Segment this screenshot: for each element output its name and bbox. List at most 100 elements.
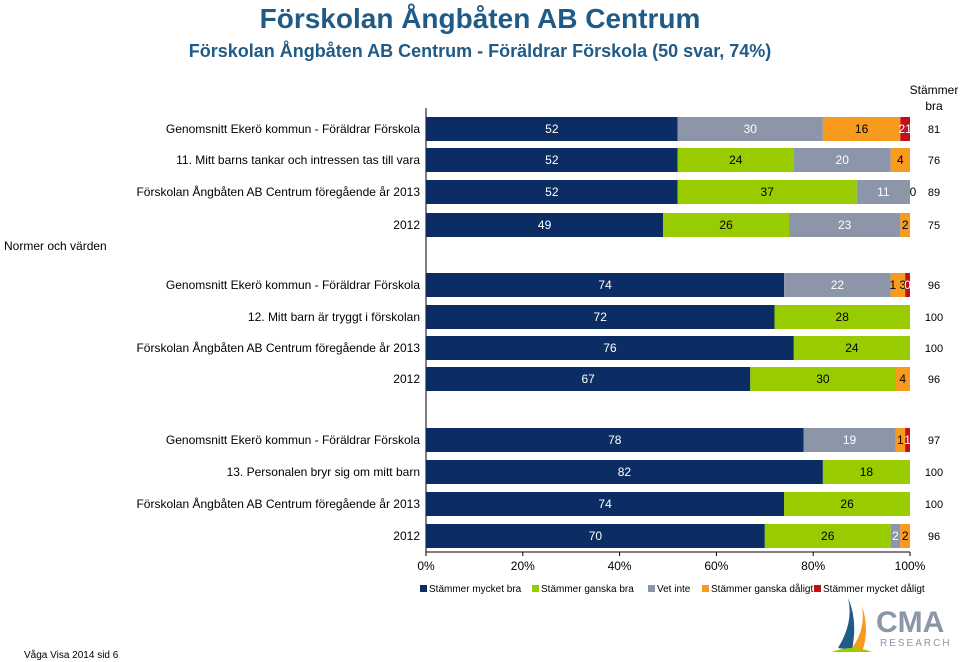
bar-segment-st-mmer-ganska-d-ligt (822, 117, 901, 141)
segment-label: 23 (838, 218, 852, 232)
row-label: 13. Personalen bryr sig om mitt barn (227, 465, 420, 479)
summary-value: 100 (925, 312, 943, 324)
bar-segment-vet-inte (803, 428, 896, 452)
segment-label: 1 (897, 433, 904, 447)
segment-label: 52 (545, 153, 559, 167)
summary-header-line1: Stämmer (910, 83, 959, 97)
segment-label: 2 (892, 529, 899, 543)
x-tick-label: 80% (801, 559, 825, 573)
row-label: 2012 (393, 218, 420, 232)
segment-label: 26 (821, 529, 835, 543)
segment-label: 82 (618, 465, 632, 479)
bar-segment-st-mmer-ganska-bra (774, 305, 910, 329)
segment-label: 11 (877, 185, 890, 199)
legend-label: Stämmer mycket bra (429, 584, 522, 595)
segment-label: 30 (744, 122, 758, 136)
legend-label: Stämmer ganska bra (541, 584, 634, 595)
segment-label: 22 (831, 278, 845, 292)
segment-label: 72 (594, 310, 608, 324)
summary-value: 76 (928, 155, 940, 167)
segment-label: 26 (719, 218, 733, 232)
segment-label: 0 (910, 153, 917, 167)
x-tick-label: 60% (704, 559, 728, 573)
segment-label: 2 (902, 218, 909, 232)
segment-label: 0 (910, 341, 917, 355)
bar-segment-vet-inte (793, 148, 891, 172)
segment-label: 24 (845, 341, 859, 355)
x-tick-label: 40% (608, 559, 632, 573)
segment-label: 2 (902, 529, 909, 543)
bar-segment-st-mmer-mycket-d-ligt (905, 273, 910, 297)
segment-label: 18 (860, 465, 874, 479)
bar-segment-vet-inte (789, 213, 901, 237)
bar-segment-st-mmer-mycket-bra (426, 524, 765, 548)
segment-label: 0 (904, 278, 911, 292)
bar-segment-st-mmer-ganska-d-ligt (890, 148, 910, 172)
summary-value: 96 (928, 280, 940, 292)
x-tick-label: 0% (417, 559, 435, 573)
footer-text: Våga Visa 2014 sid 6 (24, 650, 119, 661)
segment-label: 26 (840, 497, 854, 511)
row-label: Genomsnitt Ekerö kommun - Föräldrar Förs… (166, 122, 420, 136)
segment-label: 30 (816, 372, 830, 386)
segment-label: 52 (545, 122, 559, 136)
summary-value: 97 (928, 435, 940, 447)
row-label: Genomsnitt Ekerö kommun - Föräldrar Förs… (166, 278, 420, 292)
segment-label: 20 (836, 153, 850, 167)
summary-value: 96 (928, 374, 940, 386)
summary-value: 100 (925, 343, 943, 355)
segment-label: 67 (581, 372, 595, 386)
row-label: 2012 (393, 529, 420, 543)
cma-research-logo: CMA RESEARCH (832, 598, 950, 652)
segment-label: 0 (910, 497, 917, 511)
summary-value: 96 (928, 531, 940, 543)
row-label: Förskolan Ångbåten AB Centrum föregående… (136, 184, 420, 199)
bar-segment-st-mmer-ganska-d-ligt (890, 273, 906, 297)
segment-label: 4 (897, 153, 904, 167)
row-label: Förskolan Ångbåten AB Centrum föregående… (136, 340, 420, 355)
bar-segment-st-mmer-mycket-bra (426, 336, 794, 360)
bar-segment-st-mmer-mycket-d-ligt (900, 117, 910, 141)
bar-segment-st-mmer-ganska-d-ligt (900, 524, 910, 548)
bar-segment-st-mmer-mycket-bra (426, 460, 823, 484)
x-tick-label: 20% (511, 559, 535, 573)
segment-label: 0 (910, 310, 917, 324)
bar-segment-st-mmer-ganska-d-ligt (895, 367, 910, 391)
row-label: 12. Mitt barn är tryggt i förskolan (248, 310, 420, 324)
summary-value: 75 (928, 220, 940, 232)
side-label: Normer och värden (4, 239, 107, 253)
bar-segment-st-mmer-ganska-bra (663, 213, 789, 237)
bar-segment-st-mmer-mycket-bra (426, 428, 804, 452)
legend-swatch (648, 585, 655, 592)
summary-value: 100 (925, 499, 943, 511)
segment-label: 16 (855, 122, 869, 136)
bar-segment-st-mmer-mycket-bra (426, 305, 775, 329)
legend-label: Vet inte (657, 584, 691, 595)
bar-segment-st-mmer-ganska-bra (784, 492, 910, 516)
row-label: 2012 (393, 372, 420, 386)
segment-label: 0 (910, 185, 917, 199)
segment-label: 49 (538, 218, 552, 232)
bar-segment-st-mmer-mycket-bra (426, 273, 785, 297)
bar-segment-st-mmer-mycket-bra (426, 148, 678, 172)
legend-label: Stämmer mycket dåligt (823, 583, 925, 595)
bar-segment-vet-inte (784, 273, 891, 297)
bar-segment-st-mmer-mycket-bra (426, 213, 664, 237)
segment-label: 70 (589, 529, 603, 543)
bar-segment-st-mmer-ganska-bra (793, 336, 910, 360)
page-subtitle: Förskolan Ångbåten AB Centrum - Föräldra… (188, 41, 772, 61)
segment-label: 4 (899, 372, 906, 386)
segment-label: 1 (904, 433, 911, 447)
row-label: Genomsnitt Ekerö kommun - Föräldrar Förs… (166, 433, 420, 447)
legend-label: Stämmer ganska dåligt (711, 583, 813, 595)
segment-label: 24 (729, 153, 743, 167)
segment-label: 52 (545, 185, 559, 199)
bar-segment-st-mmer-mycket-bra (426, 367, 751, 391)
segment-label: 28 (836, 310, 850, 324)
bar-segment-st-mmer-ganska-bra (764, 524, 891, 548)
segment-label: 19 (843, 433, 857, 447)
segment-label: 21 (898, 122, 912, 136)
legend-swatch (532, 585, 539, 592)
bar-segment-st-mmer-mycket-bra (426, 492, 785, 516)
